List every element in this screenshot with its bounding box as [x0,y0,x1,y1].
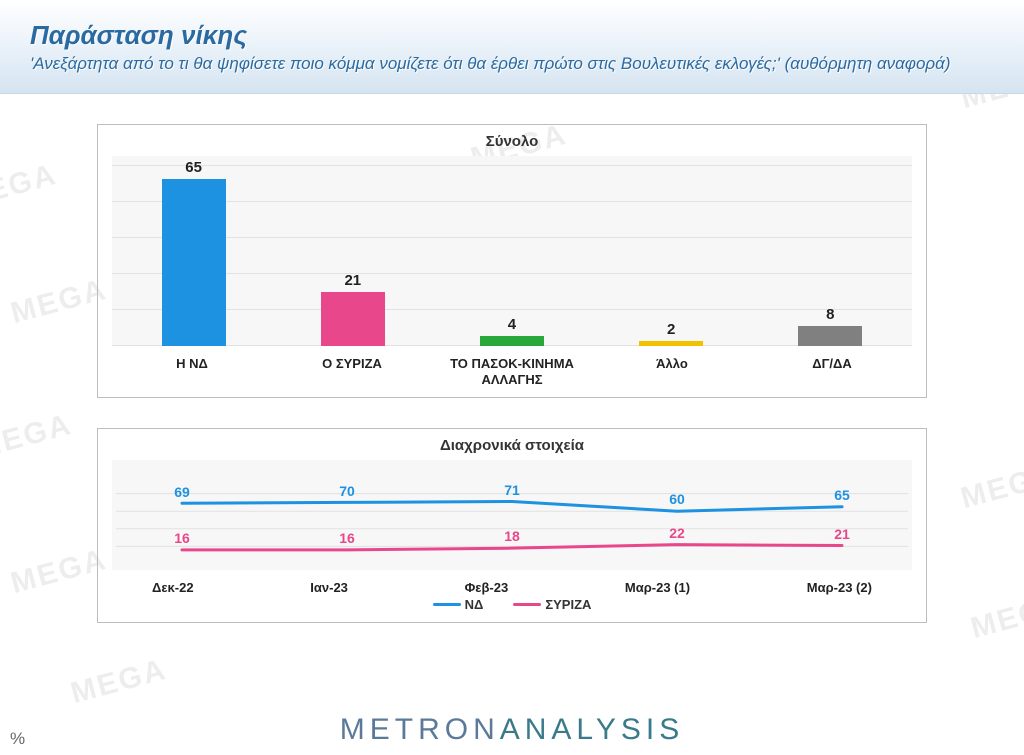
bar-value-label: 8 [826,306,834,323]
line-value-label: 16 [174,530,190,546]
header: Παράσταση νίκης 'Ανεξάρτητα από το τι θα… [0,0,1024,94]
line-value-label: 60 [669,491,685,507]
bar-category-label: Ο ΣΥΡΙΖΑ [277,356,427,387]
bar-column: 4 [437,316,587,346]
watermark: MEGA [7,543,110,601]
legend-swatch [433,603,461,606]
brand-metron: METRON [340,713,500,746]
bar-column: 2 [596,321,746,346]
bar-value-label: 65 [185,159,202,176]
legend-swatch [513,603,541,606]
line-value-label: 69 [174,484,190,500]
footer-brand: METRONANALYSIS [340,713,685,747]
line-value-labels: 69 70 71 60 65 16 16 18 22 21 [112,460,912,570]
bar-value-label: 2 [667,321,675,338]
watermark: MEGA [957,458,1024,516]
line-value-label: 22 [669,525,685,541]
page-subtitle: 'Ανεξάρτητα από το τι θα ψηφίσετε ποιο κ… [30,53,994,75]
brand-analysis: ANALYSIS [500,713,685,746]
line-x-label: Μαρ-23 (1) [625,580,690,595]
bar-value-label: 21 [344,272,361,289]
line-x-label: Μαρ-23 (2) [807,580,872,595]
line-value-label: 18 [504,528,520,544]
bar-plot-area: 65 21 4 2 8 [112,156,912,346]
line-xaxis: Δεκ-22 Ιαν-23 Φεβ-23 Μαρ-23 (1) Μαρ-23 (2) [112,580,912,595]
bar-category-label: ΔΓ/ΔΑ [757,356,907,387]
bar-category-label: ΤΟ ΠΑΣΟΚ-ΚΙΝΗΜΑ ΑΛΛΑΓΗΣ [437,356,587,387]
charts-container: Σύνολο 65 21 4 2 8 Η ΝΔ Ο ΣΥΡΙΖΑ ΤΟ ΠΑΣΟΚ-ΚΙΝΗ… [97,124,927,623]
line-value-label: 70 [339,483,355,499]
line-x-label: Φεβ-23 [465,580,509,595]
bar-chart: Σύνολο 65 21 4 2 8 Η ΝΔ Ο ΣΥΡΙΖΑ ΤΟ ΠΑΣΟΚ-ΚΙΝΗ… [97,124,927,398]
line-plot-area: 69 70 71 60 65 16 16 18 22 21 [112,460,912,570]
bar [798,326,862,347]
line-value-label: 21 [834,526,850,542]
page-title: Παράσταση νίκης [30,20,994,51]
watermark: MEGA [0,158,61,216]
line-value-label: 16 [339,530,355,546]
bar-column: 8 [755,306,905,347]
bar [639,341,703,346]
watermark: MEGA [967,588,1024,646]
bar [321,292,385,346]
bar-category-label: Η ΝΔ [117,356,267,387]
legend-label: ΝΔ [465,597,484,612]
line-x-label: Ιαν-23 [310,580,348,595]
legend-item: ΝΔ [433,597,484,612]
legend: ΝΔ ΣΥΡΙΖΑ [98,595,926,622]
line-value-label: 71 [504,482,520,498]
bar [480,336,544,346]
line-value-label: 65 [834,487,850,503]
bar-xaxis: Η ΝΔ Ο ΣΥΡΙΖΑ ΤΟ ΠΑΣΟΚ-ΚΙΝΗΜΑ ΑΛΛΑΓΗΣ Άλλο Δ… [112,356,912,387]
bar-chart-title: Σύνολο [98,125,926,156]
bar-category-label: Άλλο [597,356,747,387]
bar-column: 21 [278,272,428,346]
legend-label: ΣΥΡΙΖΑ [545,597,591,612]
watermark: MEGA [67,653,170,711]
bar [162,179,226,346]
line-x-label: Δεκ-22 [152,580,194,595]
bar-value-label: 4 [508,316,516,333]
watermark: MEGA [0,408,76,466]
watermark: MEGA [7,273,110,331]
legend-item: ΣΥΡΙΖΑ [513,597,591,612]
bar-column: 65 [119,159,269,346]
percent-symbol: % [10,729,25,749]
line-chart: Διαχρονικά στοιχεία 69 70 71 60 65 16 16 18 22 21… [97,428,927,623]
line-chart-title: Διαχρονικά στοιχεία [98,429,926,460]
